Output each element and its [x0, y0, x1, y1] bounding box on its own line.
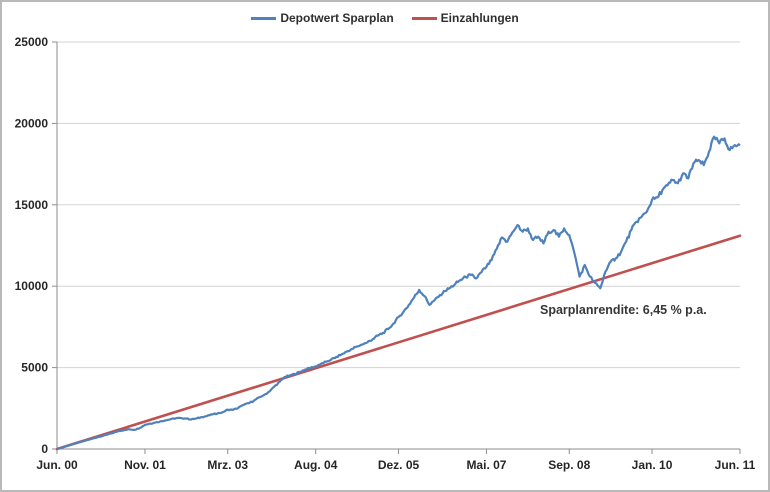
- y-axis-tick-label: 5000: [21, 361, 48, 375]
- x-axis-tick-label: Mrz. 03: [207, 458, 248, 472]
- einzahlungen-series-line: [55, 234, 742, 451]
- x-axis-tick-label: Mai. 07: [466, 458, 506, 472]
- x-axis-tick-label: Jun. 00: [36, 458, 78, 472]
- y-axis-tick-label: 20000: [15, 116, 49, 130]
- depotwert-line-swatch: [251, 16, 277, 20]
- legend: Depotwert Sparplan Einzahlungen: [0, 11, 770, 25]
- depotwert-series-line: [56, 135, 741, 451]
- einzahlungen-line-swatch: [411, 16, 437, 20]
- x-axis-tick-label: Nov. 01: [124, 458, 166, 472]
- y-axis-tick-label: 15000: [15, 198, 49, 212]
- x-axis-tick-label: Aug. 04: [294, 458, 338, 472]
- legend-label-einzahlungen: Einzahlungen: [440, 11, 519, 25]
- y-axis-tick-label: 25000: [15, 35, 49, 49]
- x-axis-tick-label: Jun. 11: [715, 458, 756, 472]
- legend-item-einzahlungen: Einzahlungen: [411, 11, 519, 25]
- legend-item-depotwert: Depotwert Sparplan: [251, 11, 394, 25]
- sparplanrendite-annotation: Sparplanrendite: 6,45 % p.a.: [540, 303, 707, 317]
- y-axis-tick-label: 10000: [15, 279, 49, 293]
- y-axis-tick-label: 0: [41, 442, 48, 456]
- x-axis-tick-label: Dez. 05: [378, 458, 420, 472]
- x-axis-tick-label: Sep. 08: [548, 458, 590, 472]
- legend-label-depotwert: Depotwert Sparplan: [280, 11, 394, 25]
- x-axis-tick-label: Jan. 10: [632, 458, 673, 472]
